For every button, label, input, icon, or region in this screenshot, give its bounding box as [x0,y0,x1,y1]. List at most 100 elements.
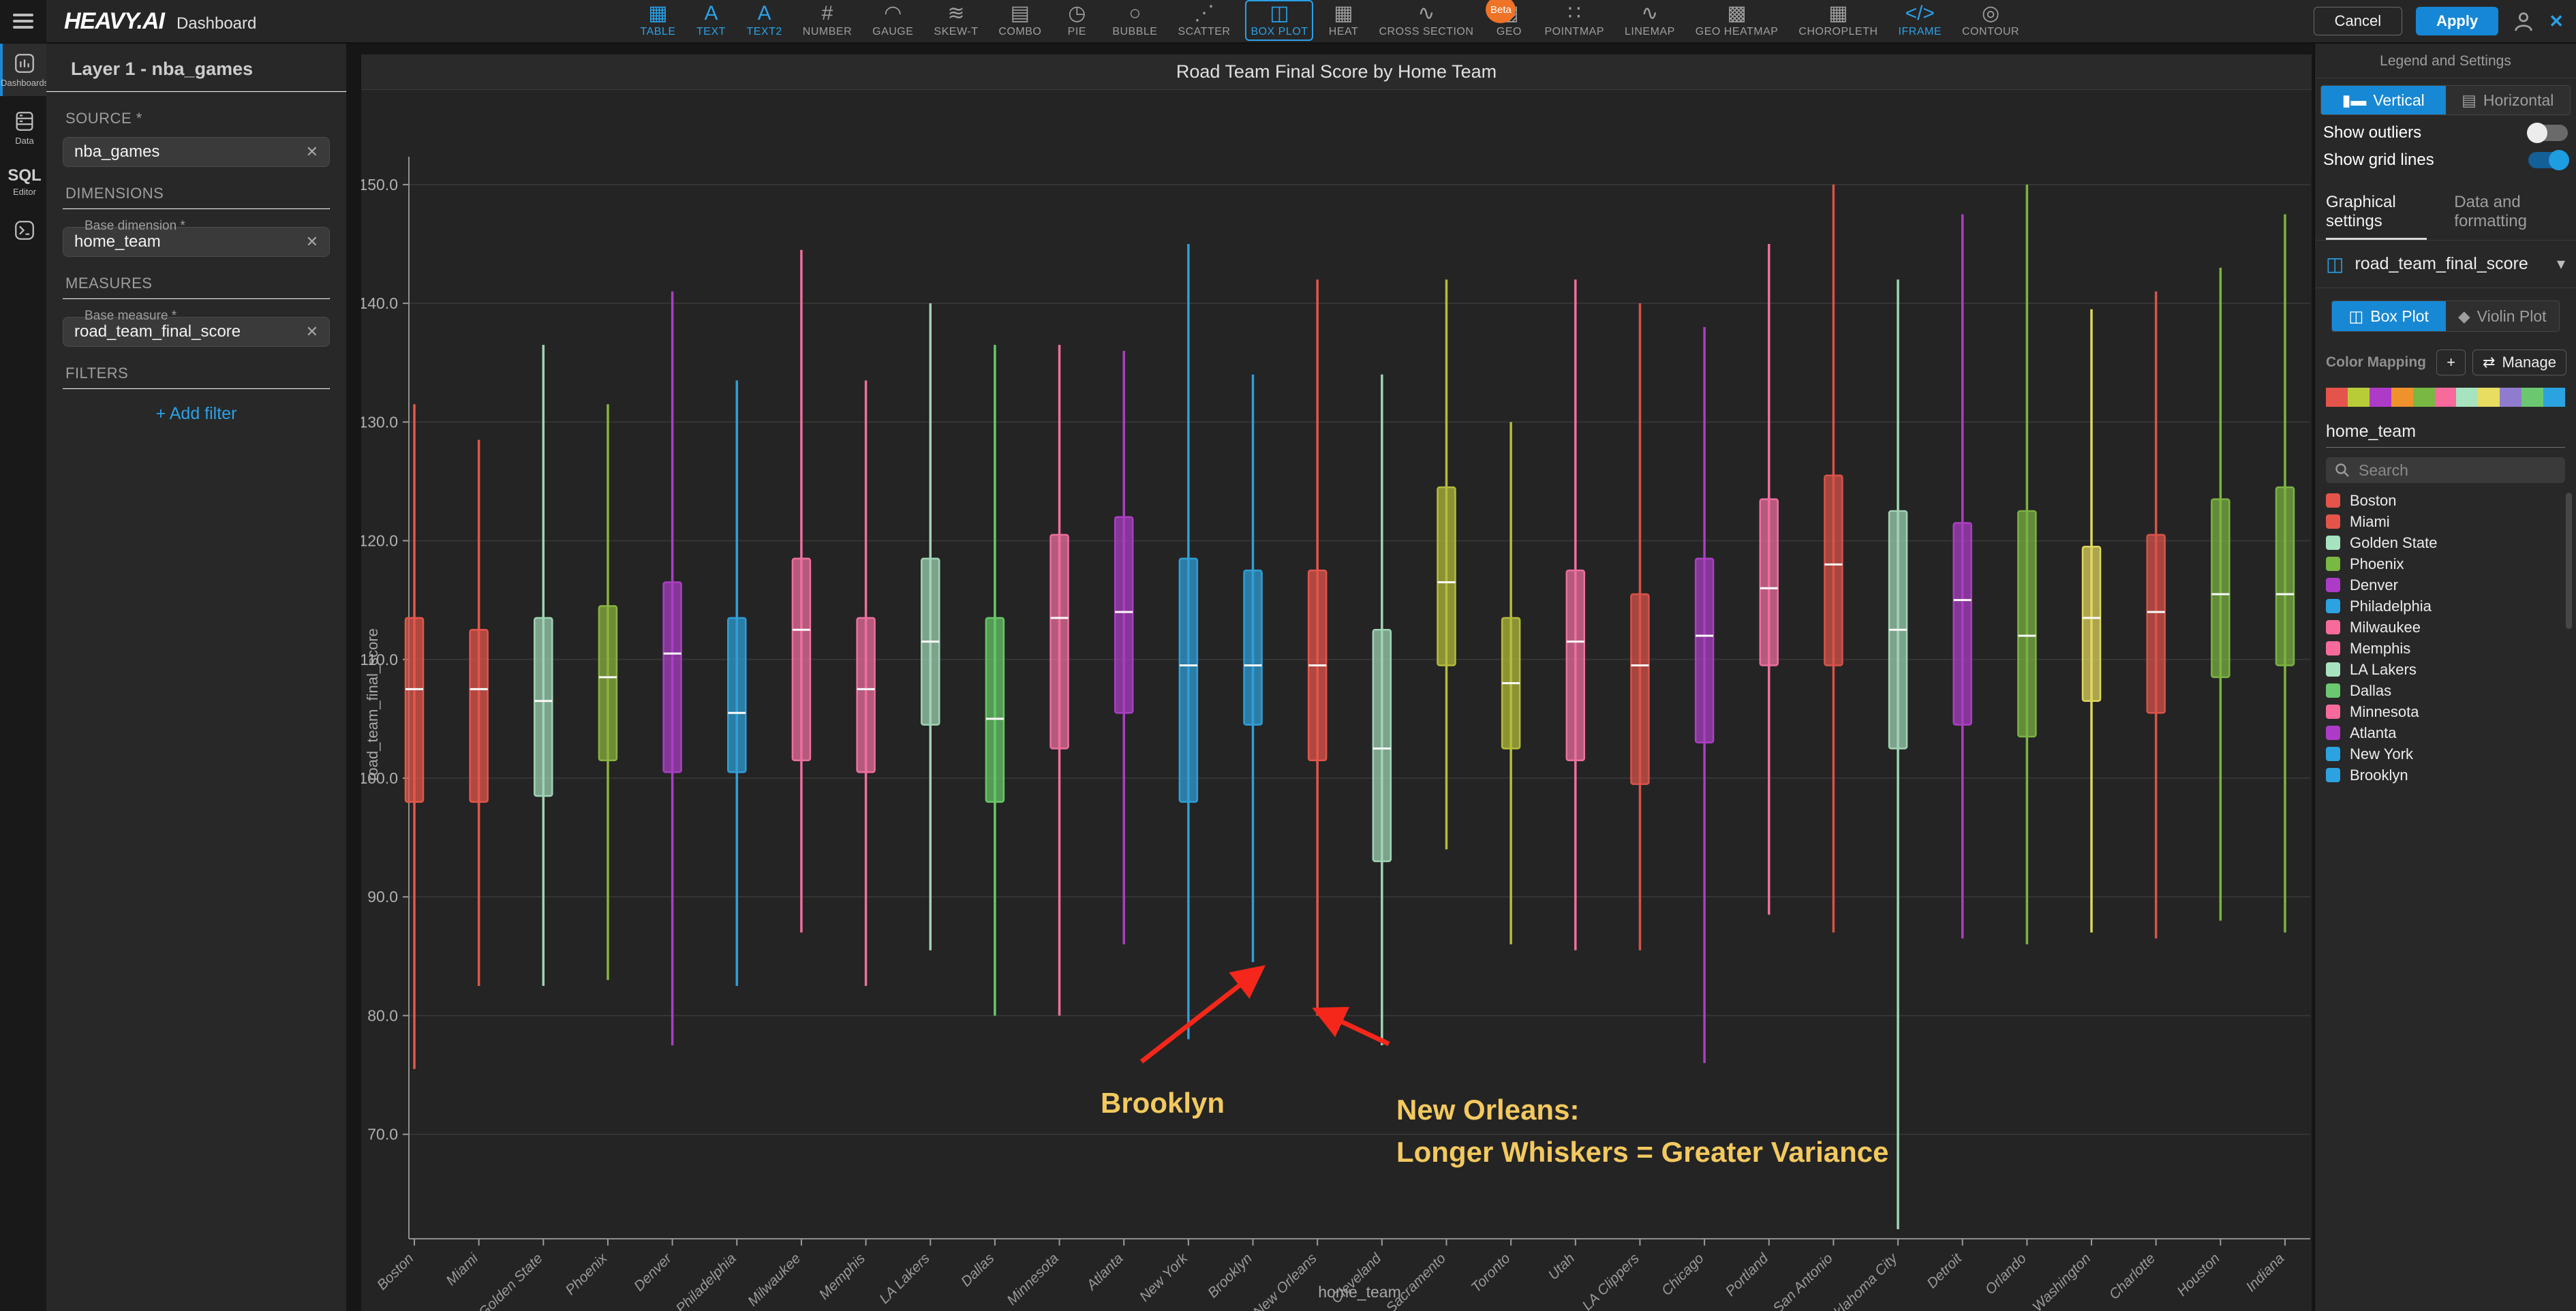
team-row-miami[interactable]: Miami [2326,511,2576,532]
vertical-tab[interactable]: ▮▬ Vertical [2321,86,2446,114]
close-icon[interactable]: ✕ [2549,10,2564,31]
box-toronto[interactable] [1501,422,1521,944]
manage-colors-button[interactable]: ⇄ Manage [2472,350,2566,375]
team-row-minnesota[interactable]: Minnesota [2326,701,2576,722]
box-chicago[interactable] [1694,326,1715,1064]
team-color-swatch[interactable] [2326,620,2340,634]
palette-swatch-2[interactable] [2369,388,2391,407]
measure-row[interactable]: ◫ road_team_final_score ▾ [2315,241,2576,288]
palette-swatch-6[interactable] [2456,388,2479,407]
clear-measure-icon[interactable]: ✕ [305,323,318,340]
list-scrollbar[interactable] [2566,493,2572,629]
box-indiana[interactable] [2275,214,2295,933]
source-input[interactable]: nba_games ✕ [63,137,330,167]
chart-type-iframe[interactable]: </> IFRAME [1898,2,1942,38]
chart-type-box-plot[interactable]: ◫ BOX PLOT [1245,0,1314,41]
chart-type-choropleth[interactable]: ▦ CHOROPLETH [1798,2,1878,38]
palette-swatch-1[interactable] [2347,388,2370,407]
chart-type-number[interactable]: # NUMBER [802,2,853,38]
menu-icon[interactable] [13,10,33,32]
cancel-button[interactable]: Cancel [2313,7,2403,35]
team-row-dallas[interactable]: Dallas [2326,680,2576,701]
team-color-swatch[interactable] [2326,599,2340,613]
add-color-button[interactable]: + [2436,350,2466,375]
box-la-clippers[interactable] [1630,303,1650,951]
box-milwaukee[interactable] [791,249,812,933]
box-dallas[interactable] [985,345,1005,1016]
team-color-swatch[interactable] [2326,726,2340,740]
color-palette-strip[interactable] [2326,388,2565,407]
box-plot-tab[interactable]: ◫ Box Plot [2332,301,2446,331]
chart-type-geo[interactable]: Beta▨GEO [1486,0,1529,41]
box-washington[interactable] [2081,309,2102,933]
chevron-down-icon[interactable]: ▾ [2556,255,2565,273]
team-row-la-lakers[interactable]: LA Lakers [2326,659,2576,680]
horizontal-tab[interactable]: ▤ Horizontal [2445,86,2570,114]
team-row-milwaukee[interactable]: Milwaukee [2326,617,2576,638]
team-row-new-york[interactable]: New York [2326,743,2576,765]
chart-type-combo[interactable]: ▤ COMBO [998,2,1042,38]
chart-type-bubble[interactable]: ○ BUBBLE [1112,2,1158,38]
base-measure-input[interactable]: road_team_final_score ✕ [63,317,330,347]
box-portland[interactable] [1759,244,1779,915]
team-color-swatch[interactable] [2326,641,2340,656]
box-atlanta[interactable] [1114,350,1134,944]
clear-dimension-icon[interactable]: ✕ [305,233,318,250]
team-color-swatch[interactable] [2326,768,2340,782]
box-memphis[interactable] [856,380,876,986]
box-phoenix[interactable] [598,404,618,981]
team-row-phoenix[interactable]: Phoenix [2326,553,2576,574]
chart-type-gauge[interactable]: ◠ GAUGE [872,2,914,38]
box-new-orleans[interactable] [1307,279,1328,1016]
show-outliers-toggle[interactable] [2527,123,2568,143]
chart-type-skew-t[interactable]: ≋ SKEW-T [934,2,979,38]
team-color-swatch[interactable] [2326,514,2340,529]
apply-button[interactable]: Apply [2416,7,2499,35]
show-grid-lines-toggle[interactable] [2528,150,2569,170]
sidebar-item-dashboards[interactable]: Dashboards [0,44,48,96]
sidebar-item-terminal[interactable] [0,211,46,250]
box-golden-state[interactable] [534,345,553,986]
box-sacramento[interactable] [1437,279,1456,850]
chart-type-scatter[interactable]: ⋰ SCATTER [1178,2,1231,38]
box-detroit[interactable] [1952,214,1972,939]
team-search-box[interactable] [2326,457,2565,483]
chart-type-text[interactable]: A TEXT [696,2,726,38]
team-row-philadelphia[interactable]: Philadelphia [2326,596,2576,617]
palette-swatch-7[interactable] [2478,388,2500,407]
chart-type-geo-heatmap[interactable]: ▩ GEO HEATMAP [1695,2,1779,38]
palette-swatch-3[interactable] [2391,388,2413,407]
box-san-antonio[interactable] [1824,184,1843,933]
team-row-atlanta[interactable]: Atlanta [2326,722,2576,743]
chart-type-cross-section[interactable]: ∿ CROSS SECTION [1379,2,1474,38]
chart-type-heat[interactable]: ▦ HEAT [1328,2,1359,38]
palette-swatch-10[interactable] [2543,388,2565,407]
violin-plot-tab[interactable]: ◆ Violin Plot [2445,301,2559,331]
box-la-lakers[interactable] [920,303,940,951]
chart-type-table[interactable]: ▦ TABLE [640,2,676,38]
sidebar-item-sql-editor[interactable]: SQL Editor [7,166,42,198]
box-orlando[interactable] [2017,184,2037,944]
team-search-input[interactable] [2359,461,2536,480]
chart-type-pointmap[interactable]: ∷ POINTMAP [1544,2,1604,38]
chart-type-contour[interactable]: ◎ CONTOUR [1962,2,2020,38]
team-row-golden-state[interactable]: Golden State [2326,532,2576,553]
box-denver[interactable] [662,291,682,1046]
team-color-swatch[interactable] [2326,705,2340,719]
box-oklahoma-city[interactable] [1888,279,1908,1230]
chart-type-text2[interactable]: A TEXT2 [746,2,782,38]
base-dimension-input[interactable]: home_team ✕ [63,227,330,257]
palette-swatch-4[interactable] [2412,388,2435,407]
chart-type-pie[interactable]: ◷ PIE [1067,2,1086,38]
palette-swatch-8[interactable] [2500,388,2522,407]
team-color-swatch[interactable] [2326,683,2340,698]
palette-swatch-0[interactable] [2326,388,2348,407]
chart-type-linemap[interactable]: ∿ LINEMAP [1625,2,1675,38]
team-row-memphis[interactable]: Memphis [2326,638,2576,659]
team-color-swatch[interactable] [2326,747,2340,761]
box-brooklyn[interactable] [1243,374,1263,963]
box-houston[interactable] [2211,267,2230,921]
team-color-swatch[interactable] [2326,536,2340,550]
box-philadelphia[interactable] [727,380,747,986]
clear-source-icon[interactable]: ✕ [305,143,318,160]
